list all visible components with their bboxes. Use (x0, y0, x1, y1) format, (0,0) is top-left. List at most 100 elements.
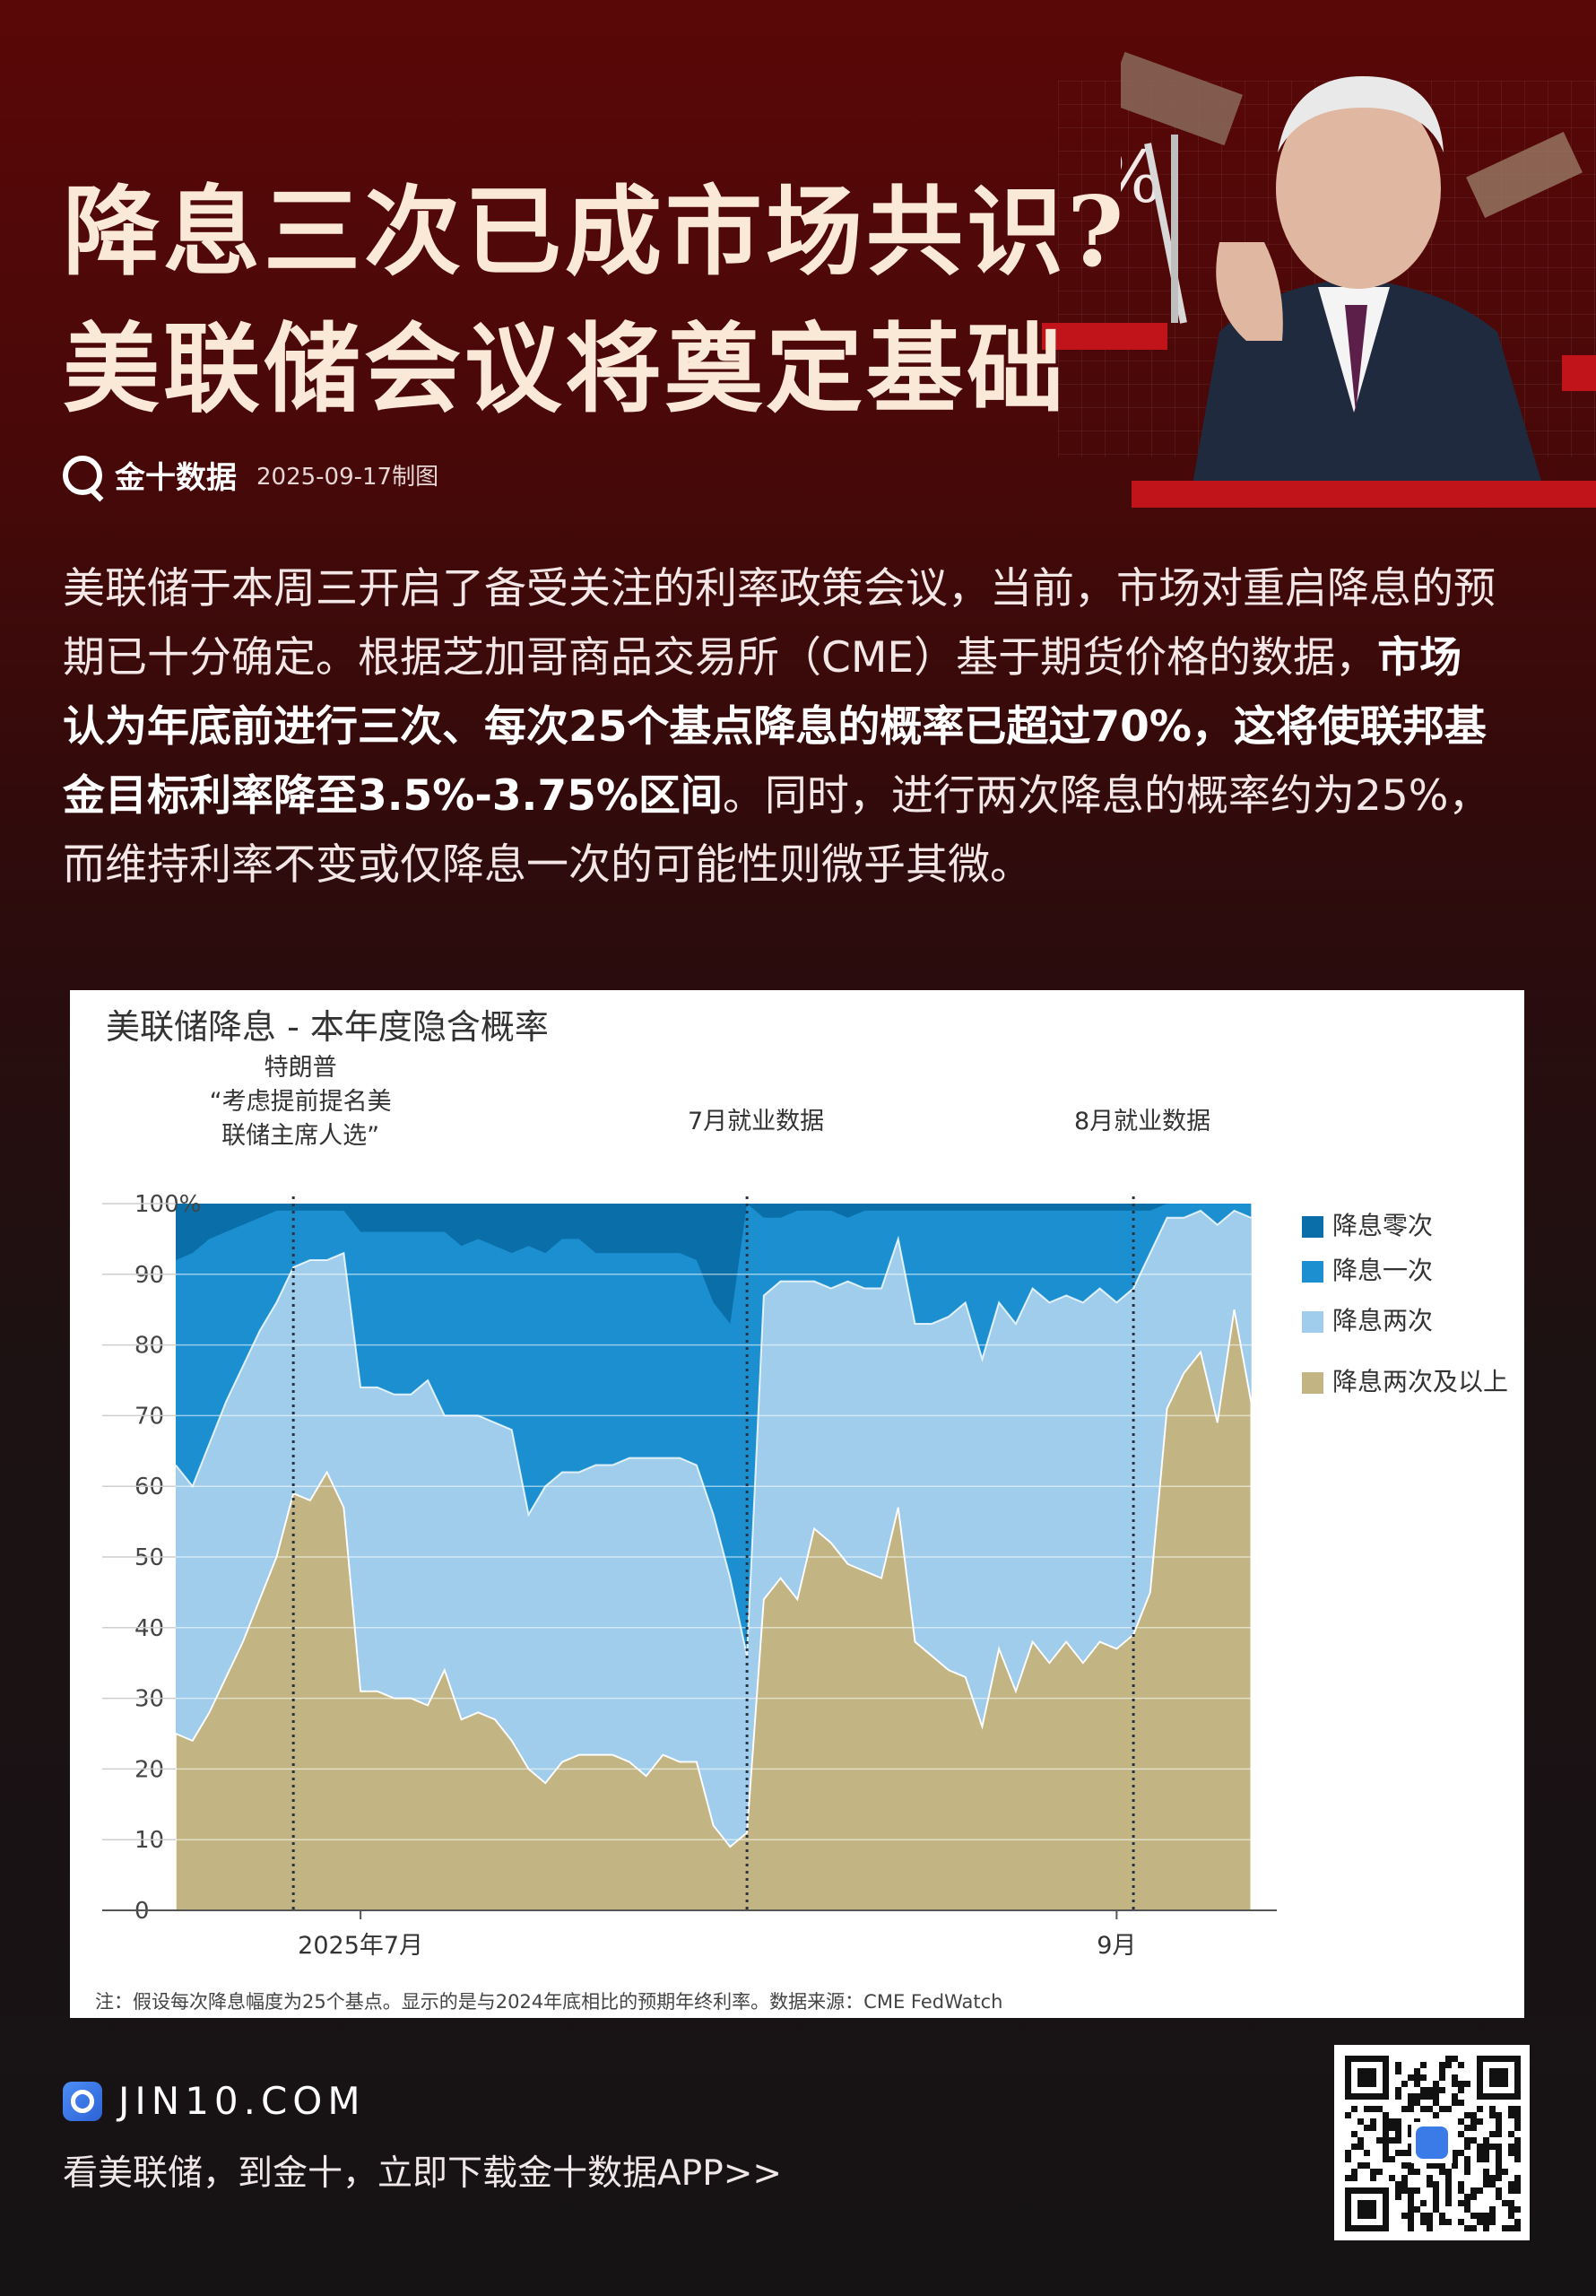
qr-module (1433, 2093, 1439, 2100)
decor-red-bar (1562, 355, 1596, 391)
qr-module (1439, 2062, 1445, 2068)
qr-module (1395, 2150, 1401, 2156)
qr-module (1395, 2093, 1401, 2100)
qr-module (1477, 2213, 1483, 2219)
qr-module (1357, 2144, 1364, 2150)
qr-module (1408, 2194, 1414, 2200)
qr-module (1496, 2112, 1502, 2118)
qr-module (1489, 2219, 1496, 2225)
qr-module (1433, 2162, 1439, 2169)
qr-module (1508, 2181, 1514, 2187)
qr-module (1427, 2162, 1433, 2169)
qr-module (1514, 2150, 1521, 2156)
qr-module (1452, 2074, 1458, 2081)
qr-module (1408, 2219, 1414, 2225)
qr-module (1445, 2187, 1452, 2194)
qr-module (1395, 2118, 1401, 2125)
qr-module (1383, 2150, 1389, 2156)
qr-module (1514, 2125, 1521, 2131)
qr-module (1496, 2175, 1502, 2181)
qr-module (1452, 2150, 1458, 2156)
headline-line-2: 美联储会议将奠定基础 (63, 313, 1068, 426)
qr-module (1470, 2213, 1477, 2219)
qr-module (1489, 2144, 1496, 2150)
qr-module (1483, 2225, 1489, 2231)
chart-date: 2025-09-17制图 (256, 464, 439, 491)
qr-module (1383, 2131, 1389, 2137)
qr-module (1464, 2194, 1470, 2200)
qr-module (1514, 2112, 1521, 2118)
qr-module (1427, 2093, 1433, 2100)
jin10-logo-icon (63, 455, 102, 495)
qr-module (1483, 2175, 1489, 2181)
qr-module (1477, 2106, 1483, 2112)
qr-module (1514, 2106, 1521, 2112)
qr-module (1464, 2137, 1470, 2144)
qr-module (1470, 2125, 1477, 2131)
qr-module (1395, 2068, 1401, 2074)
qr-module (1433, 2100, 1439, 2106)
qr-module (1508, 2150, 1514, 2156)
qr-module (1508, 2131, 1514, 2137)
qr-module (1401, 2181, 1408, 2187)
qr-module (1420, 2106, 1427, 2112)
annotation-text: 7月就业数据 (688, 1108, 824, 1135)
qr-module (1376, 2106, 1383, 2112)
download-cta[interactable]: 看美联储，到金十，立即下载金十数据APP>> (63, 2153, 783, 2194)
qr-module (1427, 2175, 1433, 2181)
qr-module (1514, 2206, 1521, 2213)
qr-center-logo (1416, 2126, 1448, 2159)
qr-module (1351, 2131, 1357, 2137)
qr-module (1389, 2125, 1395, 2131)
series-boundary-line (175, 1209, 1252, 1657)
qr-module (1477, 2219, 1483, 2225)
qr-module (1464, 2144, 1470, 2150)
qr-module (1496, 2118, 1502, 2125)
qr-module (1395, 2062, 1401, 2068)
legend-swatch (1302, 1372, 1323, 1394)
qr-module (1401, 2150, 1408, 2156)
qr-code-icon[interactable] (1334, 2045, 1530, 2240)
qr-module (1395, 2125, 1401, 2131)
qr-module (1420, 2213, 1427, 2219)
qr-module (1489, 2106, 1496, 2112)
qr-module (1496, 2162, 1502, 2169)
x-tick-label: 2025年7月 (298, 1932, 423, 1960)
qr-module (1452, 2162, 1458, 2169)
qr-module (1514, 2225, 1521, 2231)
qr-module (1477, 2187, 1483, 2194)
qr-module (1514, 2118, 1521, 2125)
intro-paragraph: 美联储于本周三开启了备受关注的利率政策会议，当前，市场对重启降息的预期已十分确定… (63, 554, 1497, 900)
qr-module (1345, 2150, 1351, 2156)
qr-module (1427, 2213, 1433, 2219)
qr-module (1464, 2169, 1470, 2175)
qr-module (1464, 2162, 1470, 2169)
qr-module (1427, 2087, 1433, 2093)
qr-module (1483, 2137, 1489, 2144)
qr-module (1477, 2150, 1483, 2156)
qr-module (1408, 2169, 1414, 2175)
brand-row: 金十数据 2025-09-17制图 (63, 453, 438, 497)
qr-module (1433, 2112, 1439, 2118)
qr-module (1401, 2106, 1408, 2112)
qr-module (1433, 2181, 1439, 2187)
footer-brand: JIN10.COM (63, 2079, 366, 2123)
qr-module (1445, 2056, 1452, 2062)
qr-module (1508, 2200, 1514, 2206)
qr-module (1414, 2206, 1420, 2213)
legend-swatch (1302, 1216, 1323, 1238)
legend-swatch (1302, 1311, 1323, 1333)
qr-module (1464, 2200, 1470, 2206)
qr-module (1458, 2150, 1464, 2156)
qr-module (1452, 2100, 1458, 2106)
qr-module (1445, 2062, 1452, 2068)
qr-module (1496, 2131, 1502, 2137)
intro-text-part1: 美联储于本周三开启了备受关注的利率政策会议，当前，市场对重启降息的预期已十分确定… (63, 564, 1496, 683)
qr-module (1420, 2200, 1427, 2206)
qr-module (1351, 2169, 1357, 2175)
legend-label: 降息两次 (1332, 1306, 1433, 1335)
qr-module (1414, 2187, 1420, 2194)
qr-module (1439, 2219, 1445, 2225)
footer-domain[interactable]: JIN10.COM (118, 2079, 366, 2123)
qr-module (1389, 2156, 1395, 2162)
